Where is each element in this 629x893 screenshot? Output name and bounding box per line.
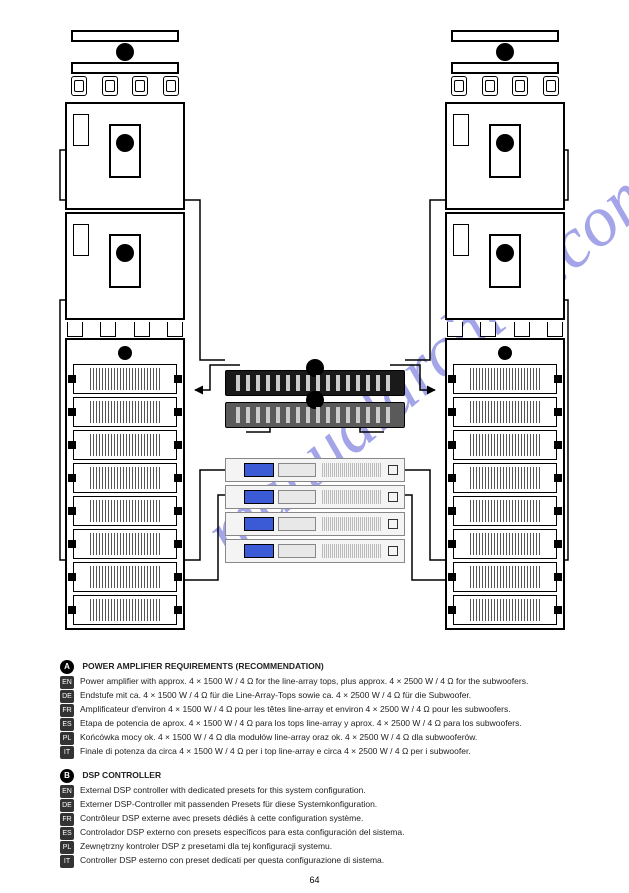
section-b-heading: B DSP CONTROLLER [60,769,570,783]
amplifier [225,485,405,509]
shackle-row [65,74,185,102]
badge-a: A [60,660,74,674]
lang-text: Externer DSP-Controller mit passenden Pr… [80,799,570,810]
lang-label: PL [60,841,74,854]
lang-label: IT [60,855,74,868]
array-element [73,364,177,394]
rack-center [225,370,405,566]
lang-label: PL [60,732,74,745]
section-a-heading: A POWER AMPLIFIER REQUIREMENTS (RECOMMEN… [60,660,570,674]
lang-text: Zewnętrzny kontroler DSP z presetami dla… [80,841,570,852]
array-element [453,430,557,460]
lang-label: EN [60,676,74,689]
lang-row: FR Contrôleur DSP externe avec presets dé… [60,813,570,826]
lang-row: FR Amplificateur d'environ 4 × 1500 W / 4… [60,704,570,717]
lang-text: Contrôleur DSP externe avec presets dédi… [80,813,570,824]
legend-text: A POWER AMPLIFIER REQUIREMENTS (RECOMMEN… [60,650,570,869]
amplifier [225,539,405,563]
array-element [453,529,557,559]
amplifier [225,458,405,482]
lang-row: DE Externer DSP-Controller mit passenden … [60,799,570,812]
array-element [73,430,177,460]
array-element [73,397,177,427]
lang-row: ES Controlador DSP externo con presets es… [60,827,570,840]
processor-b [225,402,405,428]
lang-row: IT Controller DSP esterno con preset dedi… [60,855,570,868]
array-adapter [73,346,177,360]
lang-label: DE [60,799,74,812]
array-element [453,397,557,427]
array-element [453,463,557,493]
amplifier [225,512,405,536]
subwoofer [65,212,185,320]
lang-text: Endstufe mit ca. 4 × 1500 W / 4 Ω für di… [80,690,570,701]
line-array [65,338,185,630]
array-element [453,595,557,625]
stack-right [445,30,565,630]
lang-row: ES Etapa de potencia de aprox. 4 × 1500 W… [60,718,570,731]
amplifier-stack [225,458,405,563]
section-b-title: DSP CONTROLLER [82,770,161,780]
flybar [65,30,185,74]
lang-text: Finale di potenza da circa 4 × 1500 W / … [80,746,570,757]
link-bracket [445,322,565,338]
lang-text: Końcówka mocy ok. 4 × 1500 W / 4 Ω dla m… [80,732,570,743]
array-element [73,529,177,559]
lang-row: PL Zewnętrzny kontroler DSP z presetami d… [60,841,570,854]
array-adapter [453,346,557,360]
lang-label: ES [60,827,74,840]
lang-label: ES [60,718,74,731]
array-element [73,463,177,493]
array-element [73,562,177,592]
lang-label: EN [60,785,74,798]
array-element [453,562,557,592]
lang-label: IT [60,746,74,759]
lang-label: FR [60,704,74,717]
lang-row: DE Endstufe mit ca. 4 × 1500 W / 4 Ω für … [60,690,570,703]
flybar [445,30,565,74]
stack-left [65,30,185,630]
array-element [73,595,177,625]
link-bracket [65,322,185,338]
lang-text: Controlador DSP externo con presets espe… [80,827,570,838]
lang-row: EN Power amplifier with approx. 4 × 1500 … [60,676,570,689]
lang-row: PL Końcówka mocy ok. 4 × 1500 W / 4 Ω dla… [60,732,570,745]
lang-text: External DSP controller with dedicated p… [80,785,570,796]
shackle-row [445,74,565,102]
lang-row: EN External DSP controller with dedicated… [60,785,570,798]
page: manualarchive.com [0,0,629,893]
subwoofer [445,212,565,320]
subwoofer [65,102,185,210]
section-a-title: POWER AMPLIFIER REQUIREMENTS (RECOMMENDA… [82,661,323,671]
lang-text: Etapa de potencia de aprox. 4 × 1500 W /… [80,718,570,729]
lang-text: Amplificateur d'environ 4 × 1500 W / 4 Ω… [80,704,570,715]
badge-b: B [60,769,74,783]
lang-label: DE [60,690,74,703]
page-number: 64 [309,875,319,885]
array-element [453,496,557,526]
array-element [73,496,177,526]
lang-label: FR [60,813,74,826]
line-array [445,338,565,630]
lang-text: Controller DSP esterno con preset dedica… [80,855,570,866]
lang-text: Power amplifier with approx. 4 × 1500 W … [80,676,570,687]
lang-row: IT Finale di potenza da circa 4 × 1500 W … [60,746,570,759]
array-element [453,364,557,394]
subwoofer [445,102,565,210]
